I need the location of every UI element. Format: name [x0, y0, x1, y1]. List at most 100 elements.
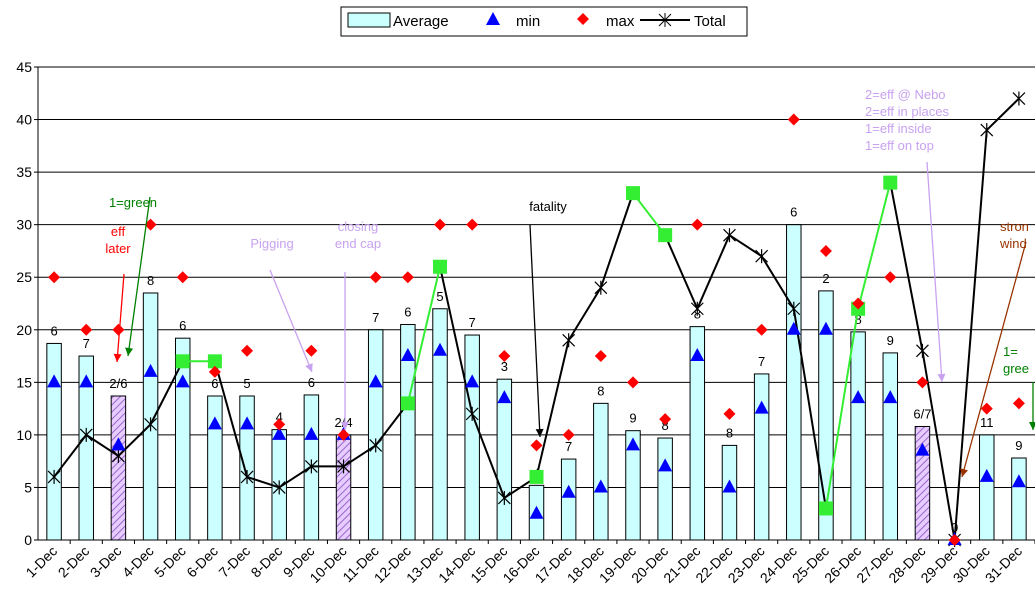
- y-tick-label: 45: [16, 59, 32, 75]
- total-point: [240, 469, 254, 484]
- min-point: [754, 400, 769, 414]
- min-point: [722, 479, 737, 493]
- annotation-text: 2=eff in places: [865, 104, 949, 119]
- bar-label: 5: [243, 376, 250, 391]
- total-point: [594, 280, 608, 295]
- total-point: [144, 417, 157, 432]
- max-point: [916, 376, 929, 389]
- annotations: 1=green eff later Pigging closing end cap fata…: [105, 87, 1035, 478]
- max-point: [659, 413, 672, 426]
- bar-average: [78, 355, 94, 541]
- total-line-segment: [953, 129, 988, 541]
- total-point: [916, 343, 929, 358]
- max-point: [1012, 397, 1025, 410]
- annotation-text: 1=eff inside: [865, 121, 932, 136]
- total-point: [272, 480, 286, 495]
- total-point: [111, 448, 125, 463]
- total-line-segment: [374, 402, 409, 447]
- min-point: [433, 342, 448, 356]
- bar-label: 6: [211, 376, 218, 391]
- annotation-text: 1=: [1003, 344, 1018, 359]
- total-line-segment: [664, 234, 699, 310]
- min-point: [497, 390, 512, 404]
- bar-average: [689, 326, 706, 541]
- min-point: [786, 321, 801, 335]
- max-point: [144, 218, 157, 231]
- legend-label: Average: [393, 13, 449, 30]
- legend-swatch: [577, 13, 589, 25]
- max-point: [48, 271, 61, 284]
- total-point: [465, 406, 479, 421]
- annotation-wind: stron wind: [960, 219, 1029, 478]
- max-point: [723, 407, 736, 420]
- total-line-segment: [246, 475, 280, 489]
- total-point: [723, 228, 736, 243]
- total-point: [562, 333, 576, 348]
- annotation-text: wind: [999, 236, 1027, 251]
- total-line-segment: [439, 266, 474, 415]
- annotation-arrowhead: [113, 353, 122, 362]
- min-point: [400, 348, 415, 362]
- bar-label: 8: [597, 383, 604, 398]
- bar-average: [625, 430, 641, 541]
- max-point: [819, 244, 832, 257]
- total-line-segment: [471, 413, 506, 499]
- bar-label: 7: [565, 439, 572, 454]
- y-tick-label: 0: [24, 532, 32, 548]
- annotation-text: 2=eff @ Nebo: [865, 87, 946, 102]
- legend-item-min: min: [486, 12, 540, 30]
- annotation-arrowhead: [341, 422, 349, 430]
- bar-label: 8: [662, 418, 669, 433]
- total-line-segment: [760, 255, 795, 310]
- total-point: [787, 301, 801, 316]
- bar-average: [367, 329, 384, 541]
- y-tick-label: 15: [16, 374, 32, 390]
- bar-average: [560, 458, 577, 541]
- bar-average: [464, 334, 480, 541]
- annotation-arrowhead: [535, 428, 544, 437]
- annotation-arrow: [961, 241, 1027, 478]
- total-line-segment: [567, 287, 602, 341]
- annotation-arrowhead: [937, 373, 946, 382]
- bar-label: 9: [887, 333, 894, 348]
- annotation-arrow: [926, 161, 943, 383]
- bar-average: [174, 337, 191, 541]
- max-point: [401, 271, 414, 284]
- bar-label: 5: [436, 289, 443, 304]
- total-line-segment: [53, 434, 88, 478]
- bar-label: 8: [854, 312, 861, 327]
- min-point: [111, 437, 126, 451]
- bar-average: [110, 395, 127, 541]
- total-line-segment: [278, 465, 312, 489]
- annotation-efflater: eff later: [105, 224, 131, 363]
- annotation-text: 1=green: [109, 195, 157, 210]
- legend-box: [340, 6, 748, 37]
- annotation-closing: closing end cap: [335, 219, 381, 430]
- min-point: [465, 374, 480, 388]
- bar-average: [882, 352, 899, 541]
- y-tick-label: 40: [16, 112, 32, 128]
- annotation-text: stron: [1000, 219, 1029, 234]
- min-point: [690, 348, 705, 362]
- annotation-arrow: [127, 196, 151, 357]
- total-point: [690, 301, 704, 316]
- min-point: [207, 416, 222, 430]
- total-line-segment: [406, 266, 441, 404]
- total-series: [47, 91, 1026, 547]
- bar-label: 8: [726, 425, 733, 440]
- bar-label: 6: [50, 323, 57, 338]
- total-line-segment: [857, 182, 892, 310]
- bar-average: [46, 342, 62, 541]
- bar-average: [753, 373, 770, 541]
- total-line-segment: [213, 361, 249, 478]
- bar-average: [335, 434, 352, 541]
- min-point: [658, 458, 673, 472]
- bar-label: 3: [501, 359, 508, 374]
- total-line-segment: [342, 444, 377, 468]
- total-point: [337, 459, 350, 474]
- bar-label: 6: [790, 205, 797, 220]
- total-point: [1012, 91, 1026, 106]
- bar-label: 2: [822, 271, 829, 286]
- total-point-highlight: [883, 175, 898, 190]
